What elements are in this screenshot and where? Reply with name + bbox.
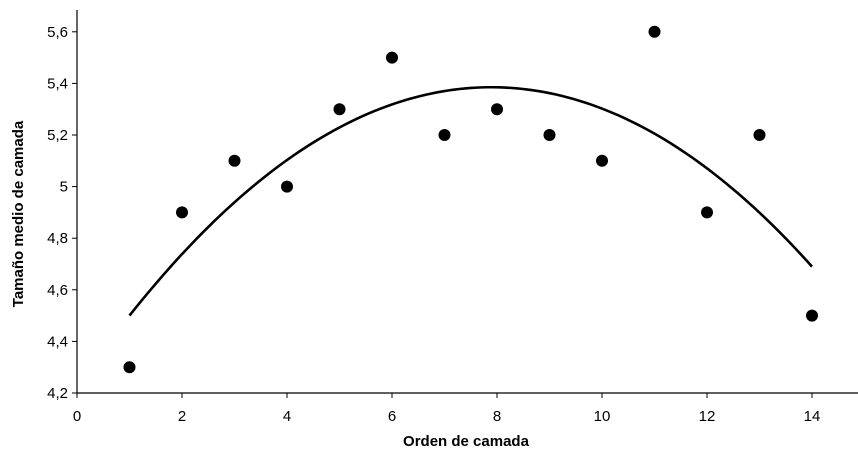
- x-tick-label: 0: [73, 408, 81, 425]
- y-tick-label: 4,2: [47, 385, 68, 402]
- trendline: [128, 85, 813, 317]
- y-axis-title: Tamaño medio de camada: [10, 120, 27, 307]
- data-point: [596, 154, 608, 167]
- data-point: [806, 309, 818, 322]
- x-tick-label: 6: [388, 408, 396, 425]
- data-point: [228, 154, 241, 167]
- x-axis-ticks: 0 2 4 6 8 10 12 14: [73, 393, 821, 425]
- y-axis-ticks: 4,2 4,4 4,6 4,8 5 5,2 5,4 5,6: [47, 24, 77, 402]
- x-tick-label: 12: [699, 408, 716, 425]
- data-point: [701, 206, 713, 219]
- x-tick-label: 2: [178, 408, 186, 425]
- y-tick-label: 5,4: [47, 75, 68, 92]
- data-point: [543, 129, 556, 141]
- x-tick-label: 10: [594, 408, 611, 425]
- data-point: [333, 103, 346, 116]
- data-point: [281, 180, 293, 193]
- axes: [76, 10, 858, 394]
- data-point: [753, 129, 766, 141]
- y-tick-label: 4,6: [47, 282, 68, 299]
- x-axis-title: Orden de camada: [403, 433, 530, 450]
- data-point: [438, 129, 451, 141]
- y-tick-label: 5,2: [47, 127, 68, 144]
- x-tick-label: 8: [493, 408, 501, 425]
- y-tick-label: 5,6: [47, 24, 68, 41]
- data-point: [491, 103, 503, 116]
- y-tick-label: 5: [60, 179, 68, 196]
- data-point: [386, 51, 398, 64]
- y-tick-label: 4,4: [47, 333, 68, 350]
- x-tick-label: 4: [283, 408, 291, 425]
- data-points: [123, 25, 818, 374]
- x-tick-label: 14: [804, 408, 821, 425]
- data-point: [123, 361, 136, 374]
- data-point: [648, 25, 661, 38]
- trendline-group: [128, 85, 813, 317]
- data-point: [176, 206, 188, 219]
- y-tick-label: 4,8: [47, 230, 68, 247]
